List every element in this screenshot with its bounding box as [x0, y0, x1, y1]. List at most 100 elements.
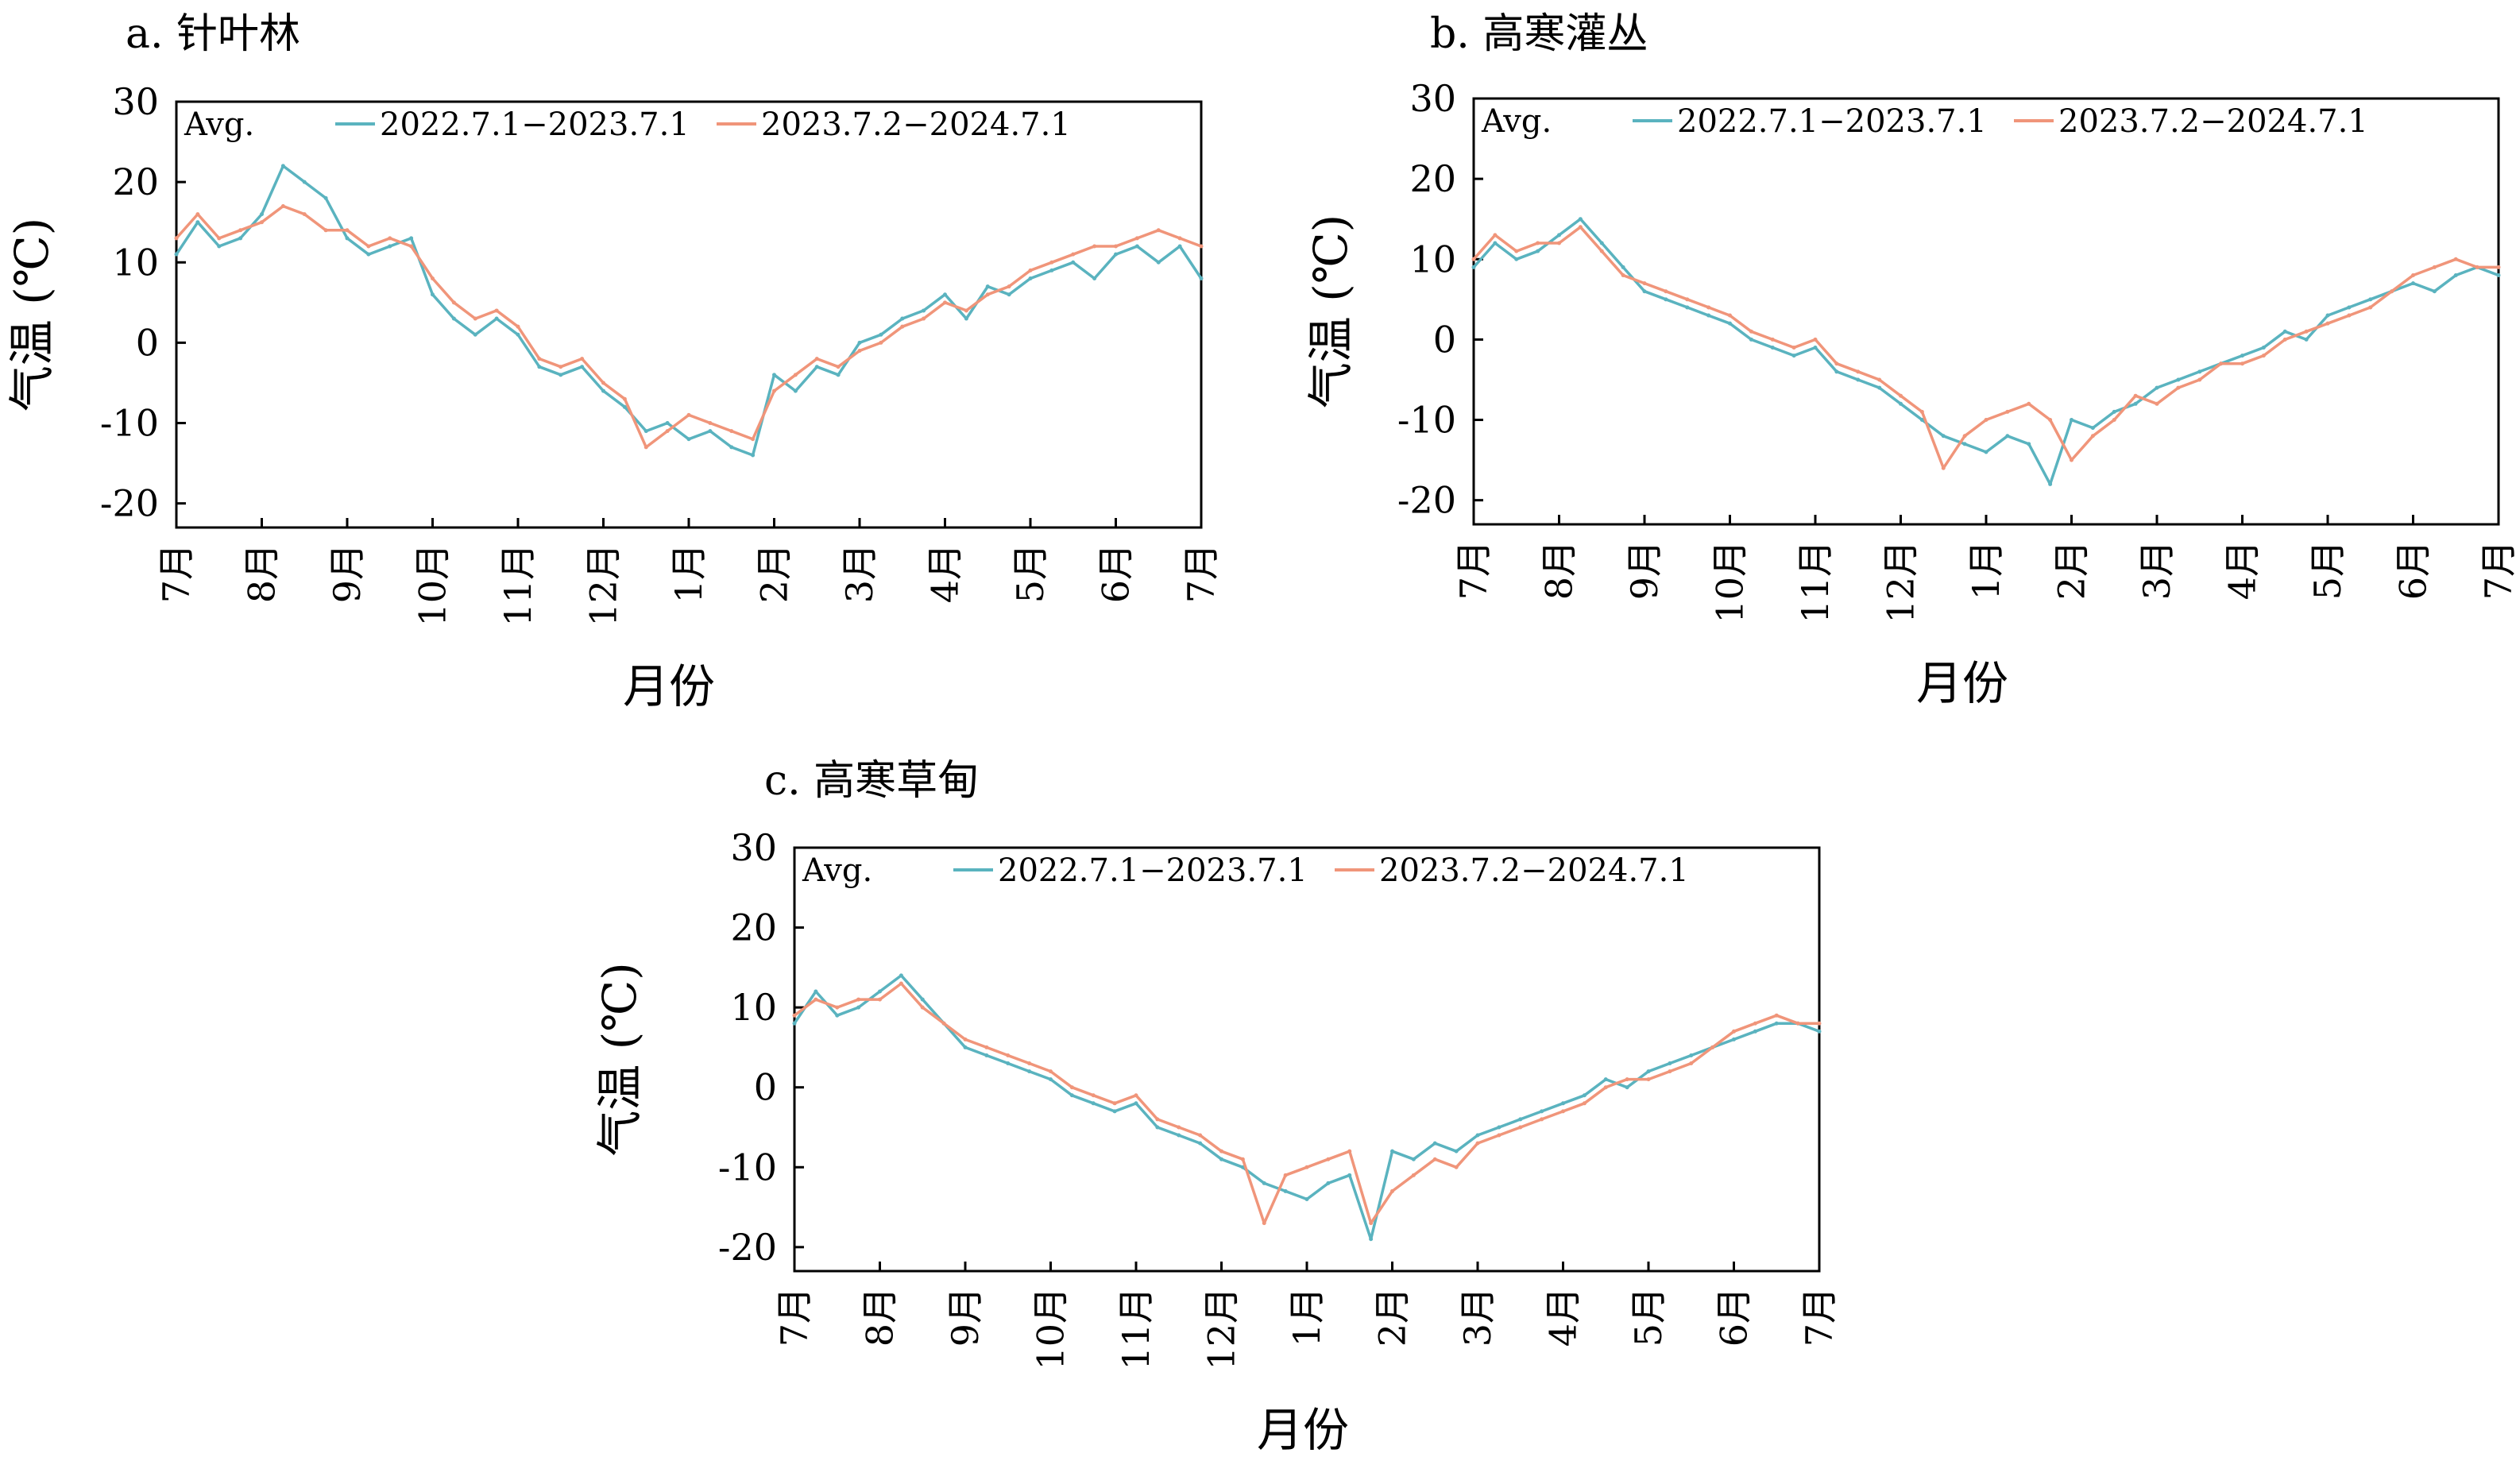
data-point — [1856, 377, 1861, 382]
data-point — [708, 429, 713, 434]
data-point — [1390, 1188, 1394, 1193]
data-point — [772, 373, 776, 377]
x-tick-label: 7月 — [2477, 540, 2516, 600]
data-point — [1877, 377, 1882, 382]
data-point — [2432, 265, 2437, 269]
data-point — [2197, 377, 2202, 382]
y-axis-title: 气温 (℃) — [5, 218, 59, 412]
data-point — [451, 300, 456, 305]
data-point — [2411, 281, 2415, 286]
data-point — [558, 373, 563, 377]
data-point — [1155, 1125, 1160, 1130]
x-tick-label: 4月 — [924, 543, 967, 603]
data-point — [1536, 249, 1540, 253]
data-point — [2027, 401, 2031, 406]
data-point — [238, 236, 243, 241]
data-point — [1198, 1141, 1203, 1146]
data-point — [1156, 228, 1161, 233]
data-point — [1518, 1117, 1523, 1122]
data-point — [1091, 1093, 1096, 1098]
data-point — [879, 340, 883, 345]
data-point — [1007, 284, 1011, 289]
data-point — [2133, 401, 2138, 406]
data-point — [1071, 252, 1076, 257]
data-point — [1219, 1149, 1223, 1154]
data-point — [1177, 1125, 1181, 1130]
data-point — [1664, 297, 1668, 302]
data-point — [985, 292, 990, 297]
data-point — [772, 388, 776, 393]
data-point — [708, 421, 713, 426]
data-point — [1599, 241, 1604, 245]
data-point — [941, 1021, 946, 1026]
data-point — [1347, 1173, 1352, 1177]
data-point — [900, 324, 905, 329]
x-tick-label: 3月 — [1456, 1287, 1499, 1347]
data-point — [2176, 377, 2181, 382]
data-point — [1540, 1109, 1544, 1114]
data-point — [1621, 272, 1625, 277]
data-point — [1689, 1053, 1694, 1057]
y-tick-label: 20 — [1409, 157, 1456, 200]
data-point — [2368, 305, 2373, 310]
x-tick-label: 12月 — [582, 543, 625, 627]
data-point — [1177, 1133, 1181, 1138]
data-point — [1091, 1101, 1096, 1106]
data-point — [1454, 1165, 1459, 1169]
data-point — [1493, 241, 1498, 245]
data-point — [963, 1037, 968, 1042]
data-point — [1817, 1029, 1822, 1034]
x-tick-label: 11月 — [1794, 540, 1837, 624]
data-point — [963, 1045, 968, 1049]
data-point — [537, 365, 542, 369]
data-point — [2261, 354, 2266, 358]
data-point — [260, 220, 264, 225]
data-point — [1156, 260, 1161, 265]
y-tick-label: 0 — [1433, 318, 1456, 361]
data-point — [1155, 1117, 1160, 1122]
x-tick-label: 5月 — [1009, 543, 1052, 603]
data-point — [1753, 1029, 1757, 1034]
data-point — [1962, 442, 1967, 446]
y-axis-title: 气温 (℃) — [593, 962, 647, 1157]
data-point — [1114, 244, 1118, 249]
y-tick-label: 10 — [730, 986, 777, 1029]
data-point — [622, 396, 627, 401]
data-point — [1411, 1173, 1416, 1177]
data-point — [1557, 233, 1561, 238]
data-point — [2496, 272, 2501, 277]
data-point — [643, 429, 648, 434]
data-point — [1198, 1133, 1203, 1138]
data-point — [984, 1045, 989, 1049]
data-point — [516, 324, 520, 329]
data-point — [1049, 268, 1054, 272]
data-point — [1646, 1069, 1651, 1074]
data-point — [1432, 1157, 1437, 1161]
data-point — [280, 203, 285, 208]
data-point — [879, 332, 883, 337]
data-point — [2005, 434, 2010, 439]
data-point — [2090, 426, 2095, 431]
data-point — [899, 981, 903, 986]
x-tick-label: 9月 — [326, 543, 369, 603]
data-point — [195, 212, 200, 217]
data-point — [943, 300, 947, 305]
data-point — [1134, 1093, 1138, 1098]
data-point — [580, 357, 585, 361]
data-point — [2155, 385, 2159, 390]
data-point — [1006, 1061, 1011, 1066]
data-point — [366, 252, 371, 257]
data-point — [1668, 1069, 1672, 1074]
data-point — [1774, 1021, 1779, 1026]
data-point — [1710, 1045, 1715, 1049]
data-point — [878, 989, 882, 994]
data-point — [792, 1013, 797, 1018]
data-point — [1795, 1021, 1800, 1026]
data-point — [494, 316, 499, 321]
data-point — [302, 212, 307, 217]
data-point — [1240, 1157, 1245, 1161]
data-point — [1706, 305, 1711, 310]
data-point — [814, 997, 818, 1002]
data-point — [2090, 434, 2095, 439]
